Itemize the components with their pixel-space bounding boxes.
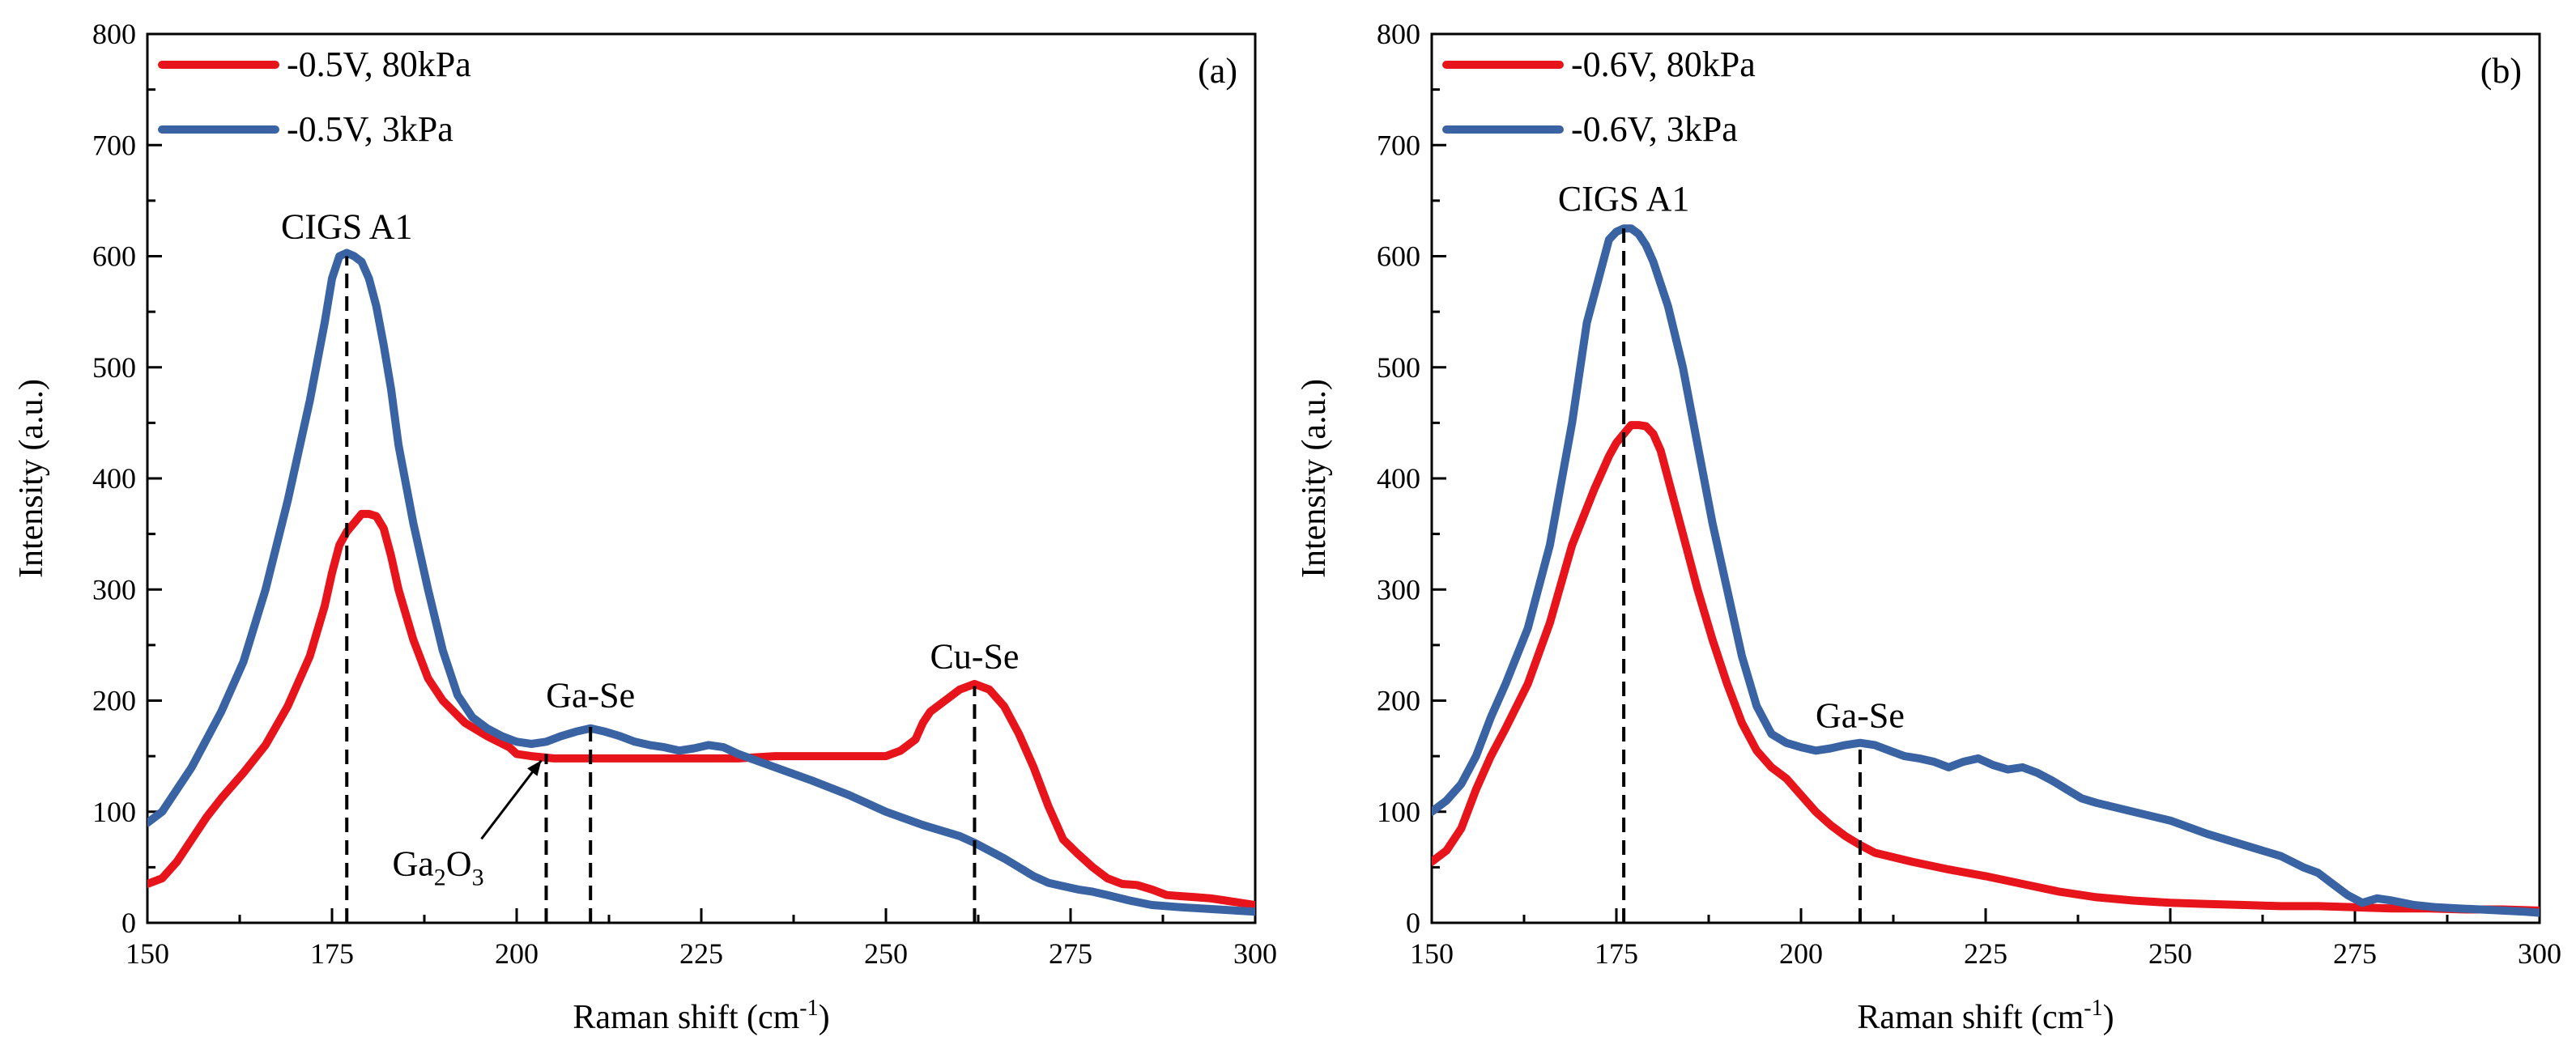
y-tick-label: 600: [1377, 240, 1420, 273]
series-line-blue: [147, 249, 1255, 916]
x-tick-label: 175: [1595, 937, 1638, 970]
y-tick-label: 400: [92, 462, 136, 495]
x-tick-label: 150: [1410, 937, 1454, 970]
legend-label: -0.6V, 3kPa: [1571, 109, 1738, 149]
y-tick-label: 200: [92, 685, 136, 717]
y-tick-label: 700: [92, 129, 136, 161]
x-tick-label: 250: [2148, 937, 2192, 970]
annotation-arrowhead: [527, 760, 542, 776]
annotation-label: CIGS A1: [281, 207, 413, 247]
y-tick-label: 500: [92, 351, 136, 384]
annotation-label: CIGS A1: [1558, 179, 1690, 219]
legend-label: -0.5V, 80kPa: [287, 45, 471, 84]
x-axis-label: Raman shift (cm-1): [573, 996, 829, 1036]
y-tick-label: 500: [1377, 351, 1420, 384]
y-tick-label: 100: [92, 796, 136, 828]
x-tick-label: 250: [864, 937, 908, 970]
annotation-label: Ga2O3: [392, 843, 483, 890]
legend-label: -0.5V, 3kPa: [287, 109, 453, 149]
y-tick-label: 600: [92, 240, 136, 273]
plot-frame: [146, 32, 1257, 924]
x-tick-label: 175: [310, 937, 354, 970]
x-tick-label: 275: [2333, 937, 2377, 970]
x-tick-label: 275: [1049, 937, 1092, 970]
annotation-arrow: [480, 759, 543, 840]
series-line-red: [147, 509, 1255, 909]
panel-label: (a): [1198, 51, 1237, 91]
x-axis-label: Raman shift (cm-1): [1857, 996, 2114, 1036]
y-tick-label: 0: [1406, 907, 1420, 939]
y-tick-label: 300: [92, 573, 136, 605]
y-tick-label: 0: [121, 907, 136, 939]
y-tick-label: 300: [1377, 573, 1420, 605]
panel-a: 150 175 200 225 250 275 300 0 100 200 300 400 500 600…: [13, 18, 1277, 1036]
y-axis-label: Intensity (a.u.): [1296, 379, 1333, 578]
y-tick-label: 400: [1377, 462, 1420, 495]
annotation-label: Cu-Se: [930, 637, 1019, 677]
x-tick-label: 300: [1233, 937, 1277, 970]
panel-b: 150 175 200 225 250 275 300 0 100 200 300 400 500 600…: [1296, 18, 2561, 1036]
annotation-label: Ga-Se: [1816, 695, 1905, 735]
series-line-red: [1432, 421, 2540, 915]
y-tick-label: 800: [1377, 18, 1420, 50]
y-tick-label: 800: [92, 18, 136, 50]
y-tick-label: 100: [1377, 796, 1420, 828]
x-tick-label: 225: [679, 937, 723, 970]
y-tick-label: 700: [1377, 129, 1420, 161]
x-tick-label: 225: [1964, 937, 2008, 970]
y-axis-label: Intensity (a.u.): [13, 379, 50, 578]
panel-label: (b): [2480, 51, 2522, 91]
series-line-blue: [1432, 224, 2540, 917]
legend-label: -0.6V, 80kPa: [1571, 45, 1756, 84]
x-tick-label: 150: [126, 937, 169, 970]
annotation-label: Ga-Se: [546, 676, 635, 716]
y-tick-label: 200: [1377, 685, 1420, 717]
x-tick-label: 300: [2518, 937, 2561, 970]
x-tick-label: 200: [495, 937, 539, 970]
x-tick-label: 200: [1779, 937, 1823, 970]
